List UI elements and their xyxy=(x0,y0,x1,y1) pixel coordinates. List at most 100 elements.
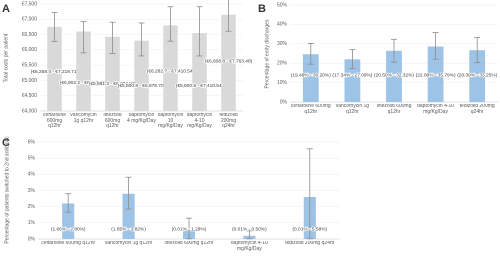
x-tick-label-box: daptomycin 10 mg/Kg/Day xyxy=(157,113,184,129)
x-tick-label-box: tedizolid 200mg q24hr xyxy=(285,241,335,246)
y-tick-label: €7,000 xyxy=(22,17,38,23)
x-tick-label-box: vancomycin 1g q12hr xyxy=(335,104,370,115)
y-tick-label: 5% xyxy=(28,155,36,161)
error-label: (17.34% - 27.09%) xyxy=(332,72,372,78)
error-label: (1.85% - 3.82%) xyxy=(111,226,146,232)
x-tick-label-box: ceftaroline 600mg q12hr xyxy=(290,104,331,115)
error-label: (20.50% - 32.32%) xyxy=(374,72,414,78)
error-label: (0.01% - 5.58%) xyxy=(292,226,327,232)
error-label: (20.39% - 33.25%) xyxy=(457,72,497,78)
bar xyxy=(386,50,402,102)
y-tick-label: €4,500 xyxy=(22,93,38,99)
error-label: (€5,902.2 - €6,929.28) xyxy=(60,80,108,86)
x-tick-label: daptomycin 10 mg/Kg/Day xyxy=(157,113,184,129)
error-bar xyxy=(80,21,87,54)
panel-letter: B xyxy=(258,3,266,15)
x-tick-label: linezolid 600mg q12hr xyxy=(376,104,412,115)
error-label: (0.01% - 1.29%) xyxy=(172,226,207,232)
x-tick-label: daptomycin 4-10 mg/Kg/Day xyxy=(417,104,455,115)
error-bar xyxy=(196,6,203,57)
x-tick-label-box: ceftaroline 600mg q12hr xyxy=(43,113,66,129)
x-tick-label: linezolid 600mg q12hr xyxy=(164,241,214,246)
y-tick-label: €5,000 xyxy=(22,78,38,84)
bar xyxy=(302,54,319,102)
x-tick-label: tedizolid 200mg q24hr xyxy=(219,113,238,129)
y-axis-title: Percentage of patients switched to 2nd a… xyxy=(4,136,10,244)
y-tick-label: 30% xyxy=(277,41,288,47)
bar xyxy=(105,36,120,112)
bar xyxy=(344,59,361,102)
error-bar xyxy=(349,49,356,69)
x-tick-label: vancomycin 1g q12hr xyxy=(335,104,370,115)
x-tick-label: daptomycin 4-10 mg/Kg/Day xyxy=(230,241,268,252)
x-tick-label: linezolid 600mg q12hr xyxy=(103,113,122,129)
error-bar xyxy=(125,176,132,210)
y-tick-label: 3% xyxy=(28,188,36,194)
x-tick-label: vancomycin 1g q12hr xyxy=(70,113,97,124)
error-bar xyxy=(138,22,145,57)
bar xyxy=(47,26,62,111)
bar xyxy=(76,31,91,112)
y-tick-label: 0% xyxy=(28,236,36,242)
x-tick-label-box: daptomycin 4-10 mg/Kg/Day xyxy=(417,104,455,115)
error-bar xyxy=(474,37,481,63)
y-tick-label: 20% xyxy=(277,61,288,67)
x-tick-label-box: vancomycin 1g q12hr xyxy=(104,241,153,246)
bar xyxy=(469,50,486,102)
error-bar xyxy=(432,32,439,60)
error-bar xyxy=(109,21,116,54)
panel-letter: A xyxy=(2,3,10,15)
y-axis-title: Percentage of early discharges xyxy=(264,19,270,88)
error-label: (19.49% - 30.20%) xyxy=(291,72,331,78)
y-tick-label: 1% xyxy=(28,220,36,226)
y-tick-label: €6,500 xyxy=(22,32,38,38)
error-label: (€6,282.7 - €7,410.54) xyxy=(147,68,195,74)
y-tick-label: 50% xyxy=(277,2,288,8)
error-bar xyxy=(306,148,313,240)
x-tick-label-box: daptomycin 4 mg/Kg/Day xyxy=(127,113,156,124)
panel-letter: C xyxy=(2,137,10,149)
error-bar xyxy=(186,217,192,240)
x-tick-label-box: tedizolid 200mg q24hr xyxy=(219,113,238,129)
error-label: (1.66% - 2.80%) xyxy=(51,226,86,232)
x-tick-label: tedizolid 200mg q24hr xyxy=(285,241,335,246)
x-tick-label-box: daptomycin 4-10 mg/Kg/Day xyxy=(186,113,213,129)
x-tick-label: vancomycin 1g q12hr xyxy=(104,241,153,246)
bar xyxy=(134,40,149,111)
error-label: (€5,800.8 - €6,878.70) xyxy=(118,83,166,89)
x-tick-label: daptomycin 4 mg/Kg/Day xyxy=(127,113,156,124)
y-tick-label: 2% xyxy=(28,204,36,210)
error-bar xyxy=(391,38,397,63)
y-tick-label: €5,500 xyxy=(22,62,38,68)
x-tick-label: ceftaroline 600mg q12hr xyxy=(290,104,331,115)
x-tick-label-box: tedizolid 200mg q24hr xyxy=(459,104,495,115)
x-tick-label: tedizolid 200mg q24hr xyxy=(459,104,495,115)
x-tick-label-box: linezolid 600mg q12hr xyxy=(376,104,412,115)
y-tick-label: 10% xyxy=(277,80,288,86)
bar xyxy=(221,14,236,112)
y-tick-label: 40% xyxy=(277,22,288,28)
y-tick-label: €4,000 xyxy=(22,108,38,114)
x-tick-label: daptomycin 4-10 mg/Kg/Day xyxy=(186,113,213,129)
y-tick-label: €7,500 xyxy=(22,1,38,7)
x-tick-label-box: vancomycin 1g q12hr xyxy=(70,113,97,124)
error-bar xyxy=(246,230,253,240)
error-bar xyxy=(51,12,58,43)
error-bar xyxy=(167,6,174,42)
error-label: (€6,268.4 - €7,219.71) xyxy=(31,69,79,75)
x-tick-label: ceftaroline 600mg q12hr xyxy=(41,241,96,246)
error-label: (22.08% - 35.79%) xyxy=(416,72,456,78)
y-tick-label: 0% xyxy=(280,99,288,105)
error-label: (€6,608.8 - €7,763.48) xyxy=(205,59,253,65)
bar xyxy=(62,203,75,239)
x-tick-label-box: linezolid 600mg q12hr xyxy=(103,113,122,129)
y-tick-label: 4% xyxy=(28,172,36,178)
x-tick-label-box: linezolid 600mg q12hr xyxy=(164,241,214,246)
bar xyxy=(427,46,444,102)
bar xyxy=(122,193,135,239)
error-bar xyxy=(65,193,72,213)
x-tick-label-box: ceftaroline 600mg q12hr xyxy=(41,241,96,246)
error-bar xyxy=(307,43,314,65)
bar xyxy=(192,33,207,111)
